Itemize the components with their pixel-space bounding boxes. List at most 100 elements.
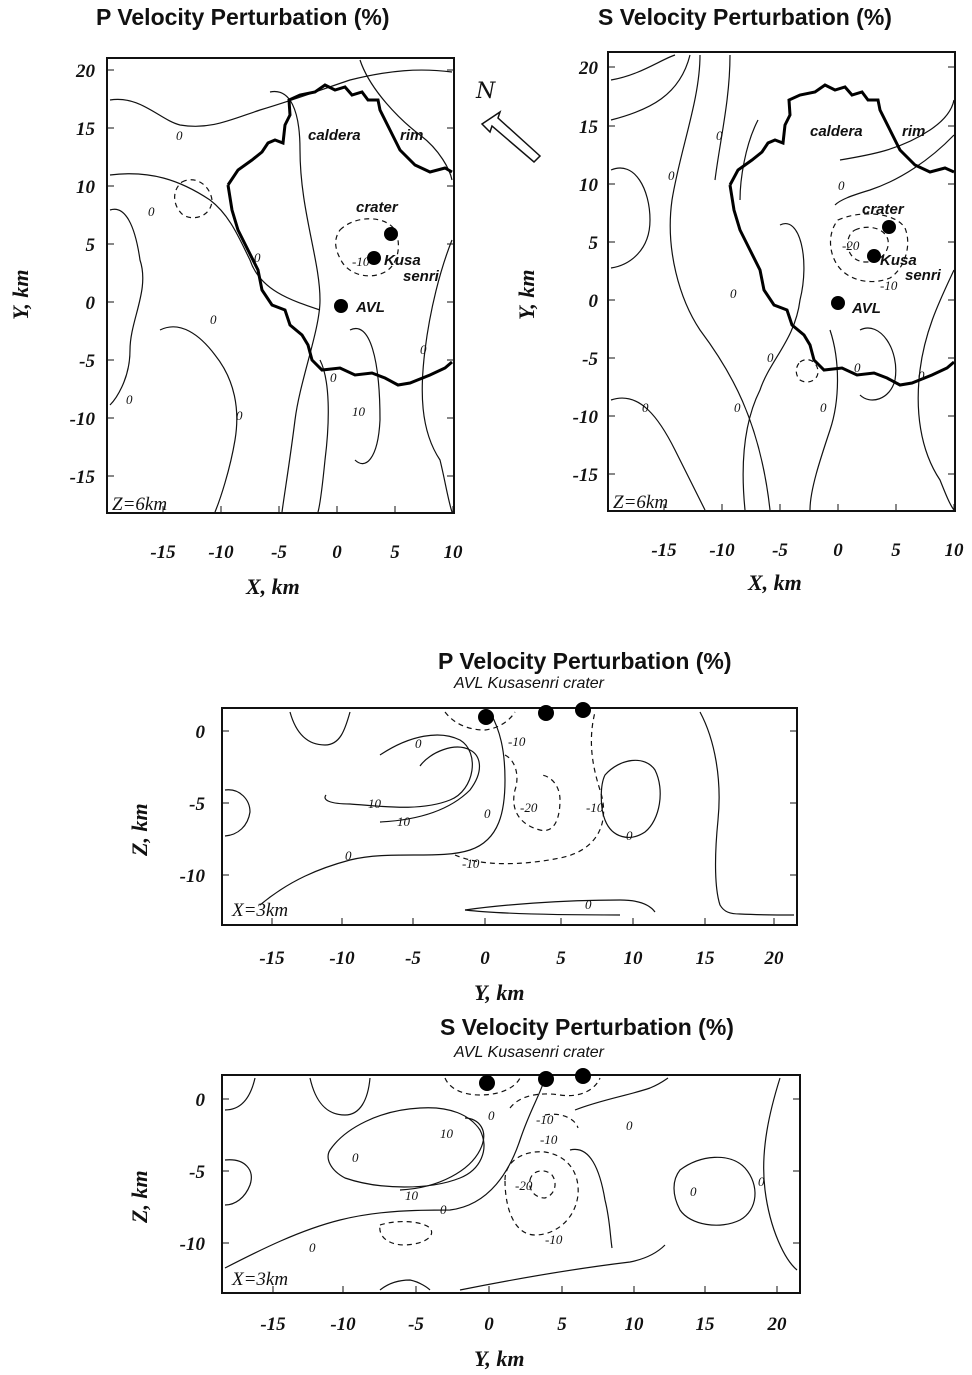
p-section-xtick: -10 [329, 948, 355, 969]
p-section-stations: AVL Kusasenri crater [454, 675, 605, 692]
s-section-ticks [222, 1098, 800, 1293]
s-map-xtick: -10 [709, 540, 735, 561]
p-map-contour-label: 0 [148, 204, 155, 219]
p-map-xtick: -15 [150, 542, 176, 563]
s-section-xtick: 15 [696, 1314, 716, 1335]
s-section-title: S Velocity Perturbation (%) [440, 1014, 734, 1040]
s-section-xtick: 10 [625, 1314, 645, 1335]
p-map-xlabel: X, km [246, 574, 300, 599]
p-section-xtick: 10 [624, 948, 644, 969]
p-section-xtick: 5 [556, 948, 566, 969]
p-section-kusasenri-point [538, 705, 554, 721]
s-map-contour-label: 0 [730, 286, 737, 301]
s-section-xtick: -15 [260, 1314, 286, 1335]
p-map-contours [109, 59, 453, 513]
s-section-contour-label: 10 [440, 1126, 454, 1141]
p-map-ticks [107, 69, 454, 513]
s-map-ytick: 20 [578, 58, 599, 79]
s-map-contour-label: 0 [767, 350, 774, 365]
s-section-avl-point [479, 1075, 495, 1091]
s-map-xtick: -15 [651, 540, 677, 561]
s-map-contour-label: 0 [854, 360, 861, 375]
s-map-xtick: 5 [891, 540, 901, 561]
p-map-contour-label: 0 [126, 392, 133, 407]
p-section-slice-label: X=3km [231, 900, 288, 921]
p-section-contour-label: 0 [484, 806, 491, 821]
s-section-xtick: 20 [767, 1314, 788, 1335]
s-map-ticks [608, 66, 955, 511]
p-map-xtick: -5 [271, 542, 287, 563]
p-section-contour-label: 10 [397, 814, 411, 829]
p-section-xtick: -5 [405, 948, 421, 969]
s-map-kusa-label: Kusa [880, 252, 917, 269]
p-map-xtick: 10 [444, 542, 464, 563]
s-map-senri-label: senri [905, 267, 942, 284]
p-section-xtick: 20 [764, 948, 785, 969]
s-section-contour-label: -10 [545, 1232, 563, 1247]
p-section-contour-label: -10 [508, 734, 526, 749]
p-section-ytick: -10 [180, 866, 206, 887]
s-map-xtick: -5 [772, 540, 788, 561]
s-section-kusasenri-point [538, 1071, 554, 1087]
p-map-xtick: 5 [390, 542, 400, 563]
p-map-contour-label: 0 [254, 250, 261, 265]
p-map-ytick: 0 [86, 293, 96, 314]
s-map-kusasenri-point [867, 249, 881, 263]
s-map-contour-label: 0 [716, 128, 723, 143]
s-section-xtick: -10 [330, 1314, 356, 1335]
p-map-ytick: 5 [86, 235, 96, 256]
s-map-ytick: 0 [589, 291, 599, 312]
s-map-contour-label: 0 [642, 400, 649, 415]
p-map-ytick: -10 [70, 409, 96, 430]
north-label: N [475, 79, 496, 104]
p-map-contour-label: 0 [330, 370, 337, 385]
p-map-ytick: -5 [79, 351, 95, 372]
s-map-contour-label: 0 [918, 368, 925, 383]
p-map-ytick: 15 [76, 119, 96, 140]
s-map-contour-label: 0 [734, 400, 741, 415]
s-map-xtick: 0 [833, 540, 843, 561]
s-map-crater-point [882, 220, 896, 234]
s-section-xtick: -5 [408, 1314, 424, 1335]
s-map-ytick: -10 [573, 407, 599, 428]
s-section-crater-point [575, 1068, 591, 1084]
s-map-ytick: -15 [573, 465, 599, 486]
s-map-slice-label: Z=6km [613, 492, 668, 513]
north-arrow: N [475, 79, 542, 164]
s-map-contours [610, 54, 955, 511]
p-section-title: P Velocity Perturbation (%) [438, 648, 732, 674]
p-map-contour-label: -10 [352, 254, 370, 269]
s-map-crater-label: crater [862, 201, 905, 218]
p-map-contour-label: 0 [236, 408, 243, 423]
p-section-contour-label: -20 [520, 800, 538, 815]
p-map-contour-label: 0 [210, 312, 217, 327]
s-map-xtick: 10 [945, 540, 965, 561]
p-map-caldera-label: caldera [308, 127, 361, 144]
s-section-contour-label: -10 [536, 1112, 554, 1127]
p-section-contour-label: 0 [415, 736, 422, 751]
s-map-contour-label: -20 [842, 238, 860, 253]
s-map-ytick: -5 [582, 349, 598, 370]
s-section-contour-label: 10 [405, 1188, 419, 1203]
s-map-caldera-label: caldera [810, 123, 863, 140]
s-map-ytick: 5 [589, 233, 599, 254]
p-map-kusa-label: Kusa [384, 252, 421, 269]
p-section-contour-label: -10 [462, 856, 480, 871]
p-map-crater-label: crater [356, 199, 399, 216]
p-map-rim-label: rim [400, 127, 423, 144]
s-section-contour-label: -10 [540, 1132, 558, 1147]
s-map-contour-label: 0 [838, 178, 845, 193]
p-section-ytick: -5 [189, 794, 205, 815]
p-map-title: P Velocity Perturbation (%) [96, 4, 390, 30]
p-map-ytick: 10 [76, 177, 96, 198]
p-section-contour-label: -10 [586, 800, 604, 815]
s-map-ytick: 15 [579, 117, 599, 138]
p-section-xtick: 0 [480, 948, 490, 969]
s-section-ytick: 0 [196, 1090, 206, 1111]
p-section-frame [221, 707, 798, 926]
s-section-contour-label: 0 [309, 1240, 316, 1255]
s-section-contour-label: 0 [440, 1202, 447, 1217]
s-section-frame [221, 1074, 801, 1294]
p-section-contour-label: 0 [626, 828, 633, 843]
